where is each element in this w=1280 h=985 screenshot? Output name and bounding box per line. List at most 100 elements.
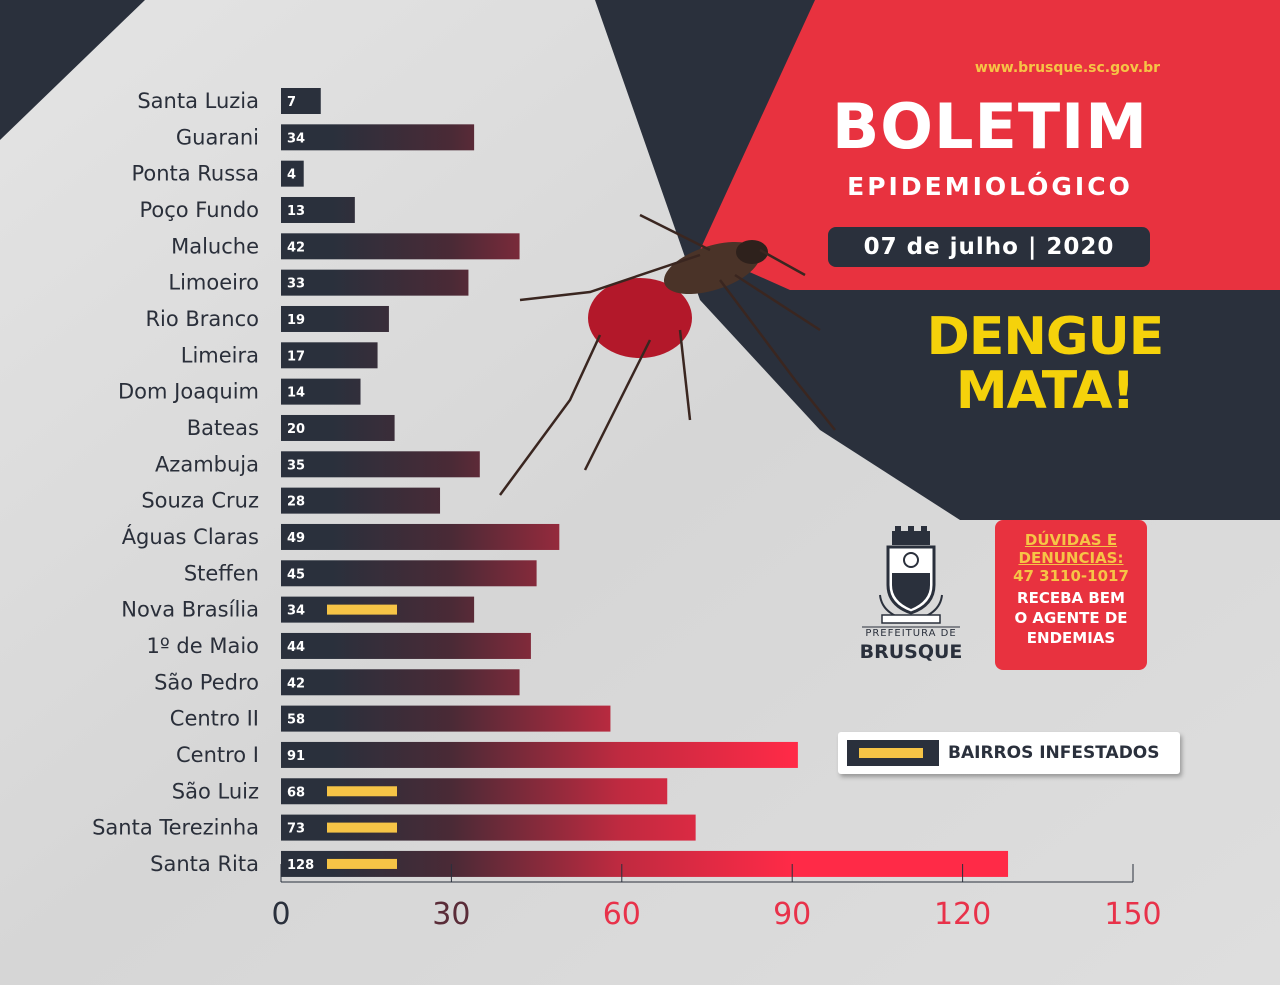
value-label: 42 (287, 240, 305, 255)
category-label: Santa Luzia (137, 89, 259, 113)
category-label: Rio Branco (145, 307, 259, 331)
info-line-3: RECEBA BEM (1017, 589, 1125, 607)
info-line-1: DÚVIDAS E (1024, 531, 1118, 549)
bar-row: Souza Cruz 28 (141, 487, 441, 514)
dark-triangle-left (0, 0, 145, 140)
category-label: Souza Cruz (141, 489, 259, 513)
slogan-line-2: MATA! (955, 361, 1135, 421)
infested-marker (327, 822, 397, 833)
bar-row: Limoeiro 33 (168, 269, 469, 296)
bar (281, 378, 361, 405)
bar (281, 451, 480, 478)
value-label: 49 (287, 531, 305, 546)
bar (281, 269, 469, 296)
bar-row: Águas Claras 49 (122, 523, 560, 550)
info-line-2: DENUNCIAS: (1018, 549, 1124, 567)
bar (281, 414, 395, 441)
category-label: Centro II (170, 707, 259, 731)
x-tick-label: 30 (432, 897, 470, 932)
bar-row: Dom Joaquim 14 (118, 378, 361, 405)
info-box: DÚVIDAS E DENUNCIAS: 47 3110-1017 RECEBA… (995, 520, 1147, 670)
category-label: Maluche (171, 234, 259, 258)
bar-row: Limeira 17 (181, 342, 378, 369)
category-label: Nova Brasília (121, 598, 259, 622)
value-label: 14 (287, 386, 305, 401)
info-phone[interactable]: 47 3110-1017 (1013, 567, 1129, 585)
value-label: 20 (287, 422, 305, 437)
bar-row: Steffen 45 (184, 560, 537, 587)
bar (281, 305, 389, 332)
value-label: 28 (287, 495, 305, 510)
category-label: São Pedro (154, 670, 259, 694)
bar (281, 233, 520, 260)
value-label: 34 (287, 604, 305, 619)
bar-row: Guarani 34 (176, 124, 475, 151)
bar-row: Azambuja 35 (155, 451, 480, 478)
category-label: Limoeiro (168, 271, 259, 295)
infested-marker (327, 858, 397, 869)
bar-row: Santa Terezinha 73 (92, 814, 696, 841)
bars-layer: Santa Luzia 7 Guarani 34 Ponta Russa 4 Poço Fu… (92, 88, 1009, 877)
value-label: 68 (287, 785, 305, 800)
bar (281, 669, 520, 696)
bar (281, 741, 798, 768)
bar-row: Bateas 20 (187, 414, 395, 441)
bar (281, 705, 611, 732)
infested-marker (327, 786, 397, 797)
value-label: 34 (287, 131, 305, 146)
x-tick-label: 60 (603, 897, 641, 932)
bar (281, 560, 537, 587)
value-label: 17 (287, 349, 305, 364)
coat-of-arms-icon (862, 526, 960, 628)
bar-row: Santa Luzia 7 (137, 88, 321, 114)
bar-row: Rio Branco 19 (145, 305, 389, 332)
value-label: 33 (287, 277, 305, 292)
x-tick-label: 120 (934, 897, 991, 932)
bar (281, 850, 1009, 877)
category-label: Poço Fundo (139, 198, 259, 222)
info-line-5: ENDEMIAS (1026, 629, 1116, 647)
category-label: Ponta Russa (131, 162, 259, 186)
red-header-panel (700, 0, 1280, 290)
website-url[interactable]: www.brusque.sc.gov.br (974, 60, 1160, 76)
bar-row: Nova Brasília 34 (121, 596, 475, 623)
category-label: Centro I (176, 743, 259, 767)
category-label: Limeira (181, 343, 259, 367)
bar-row: São Pedro 42 (154, 669, 520, 696)
bar-row: Centro I 91 (176, 741, 798, 768)
value-label: 44 (287, 640, 305, 655)
bar (281, 523, 560, 550)
ticks-layer: 0 30 60 90 120 150 (271, 864, 1162, 932)
date-badge: 07 de julho | 2020 (828, 227, 1150, 267)
bar (281, 487, 441, 514)
value-label: 19 (287, 313, 305, 328)
legend-swatch (859, 748, 923, 758)
x-tick-label: 150 (1104, 897, 1161, 932)
category-label: São Luiz (172, 779, 259, 803)
bar (281, 160, 304, 187)
bar (281, 342, 378, 369)
value-label: 73 (287, 822, 305, 837)
bar (281, 196, 355, 223)
legend: BAIRROS INFESTADOS (838, 732, 1180, 774)
bar-row: 1º de Maio 44 (146, 632, 531, 659)
category-label: Guarani (176, 125, 259, 149)
slogan: DENGUE MATA! (915, 310, 1175, 418)
category-label: Águas Claras (122, 524, 259, 549)
category-label: Santa Rita (150, 852, 259, 876)
bar-row: São Luiz 68 (172, 778, 668, 805)
bar-row: Centro II 58 (170, 705, 611, 732)
value-label: 58 (287, 713, 305, 728)
bar (281, 88, 321, 114)
value-label: 7 (287, 95, 296, 110)
category-label: Azambuja (155, 452, 259, 476)
bar-row: Poço Fundo 13 (139, 196, 355, 223)
page-title: BOLETIM (832, 90, 1148, 163)
value-label: 91 (287, 749, 305, 764)
bar-row: Ponta Russa 4 (131, 160, 304, 187)
logo-prefix: PREFEITURA DE (865, 628, 957, 639)
info-line-4: O AGENTE DE (1014, 609, 1128, 627)
value-label: 4 (287, 168, 296, 183)
value-label: 42 (287, 676, 305, 691)
category-label: Santa Terezinha (92, 816, 259, 840)
